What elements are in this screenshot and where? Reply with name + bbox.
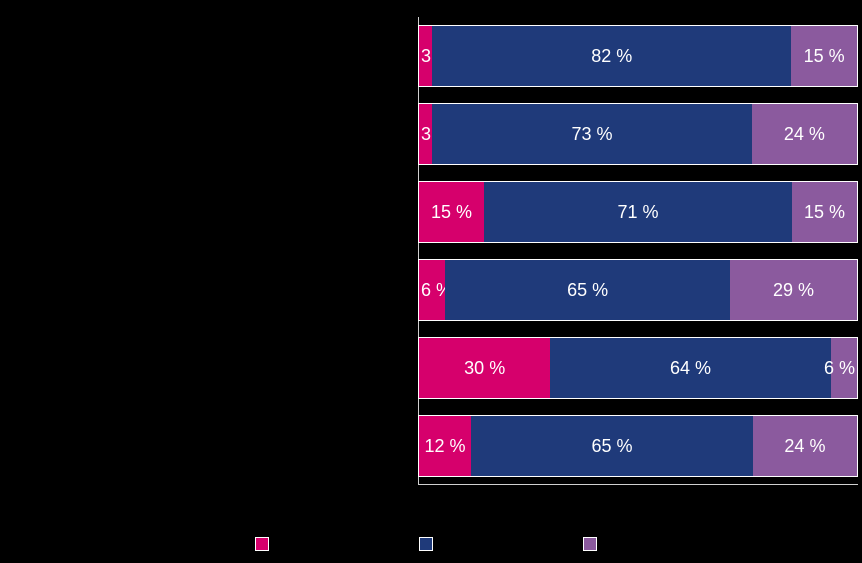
- segment-value-label: 15 %: [431, 202, 472, 223]
- bar-segment: 29 %: [730, 260, 857, 320]
- bar-segment: 6 %: [419, 260, 445, 320]
- segment-value-label: 65 %: [591, 436, 632, 457]
- bar-segment: 64 %: [550, 338, 830, 398]
- plot-area: 3 % 82 % 15 % 3 % 73 % 24 % 15 % 71 % 15 % 6 % 65 …: [418, 17, 858, 485]
- segment-value-label: 64 %: [670, 358, 711, 379]
- bar-segment: 15 %: [792, 182, 857, 242]
- bar-row: 3 % 82 % 15 %: [418, 25, 858, 87]
- bar-segment: 6 %: [831, 338, 857, 398]
- segment-value-label: 24 %: [784, 436, 825, 457]
- x-axis-line: [418, 484, 858, 485]
- bar-segment: 82 %: [432, 26, 791, 86]
- bar-segment: 71 %: [484, 182, 792, 242]
- segment-value-label: 12 %: [425, 436, 466, 457]
- legend-item: [583, 537, 607, 551]
- bar-row: 15 % 71 % 15 %: [418, 181, 858, 243]
- bar-row: 3 % 73 % 24 %: [418, 103, 858, 165]
- segment-value-label: 15 %: [804, 46, 845, 67]
- segment-value-label: 29 %: [773, 280, 814, 301]
- legend: [0, 537, 862, 551]
- bar-segment: 3 %: [419, 104, 432, 164]
- legend-item: [419, 537, 443, 551]
- bar-segment: 73 %: [432, 104, 752, 164]
- bar-segment: 24 %: [753, 416, 857, 476]
- segment-value-label: 65 %: [567, 280, 608, 301]
- bar-segment: 24 %: [752, 104, 857, 164]
- bar-segment: 65 %: [445, 260, 730, 320]
- segment-value-label: 82 %: [591, 46, 632, 67]
- legend-label: [439, 537, 443, 551]
- bar-segment: 30 %: [419, 338, 550, 398]
- bar-row: 6 % 65 % 29 %: [418, 259, 858, 321]
- bar-row: 12 % 65 % 24 %: [418, 415, 858, 477]
- bar-segment: 12 %: [419, 416, 471, 476]
- bar-segment: 65 %: [471, 416, 753, 476]
- legend-item: [255, 537, 279, 551]
- legend-label: [603, 537, 607, 551]
- segment-value-label: 71 %: [617, 202, 658, 223]
- segment-value-label: 24 %: [784, 124, 825, 145]
- bar-segment: 15 %: [791, 26, 857, 86]
- legend-swatch: [255, 537, 269, 551]
- bar-segment: 15 %: [419, 182, 484, 242]
- segment-value-label: 6 %: [824, 358, 855, 379]
- bar-segment: 3 %: [419, 26, 432, 86]
- segment-value-label: 15 %: [804, 202, 845, 223]
- bar-row: 30 % 64 % 6 %: [418, 337, 858, 399]
- legend-label: [275, 537, 279, 551]
- legend-swatch: [583, 537, 597, 551]
- segment-value-label: 73 %: [571, 124, 612, 145]
- segment-value-label: 30 %: [464, 358, 505, 379]
- legend-swatch: [419, 537, 433, 551]
